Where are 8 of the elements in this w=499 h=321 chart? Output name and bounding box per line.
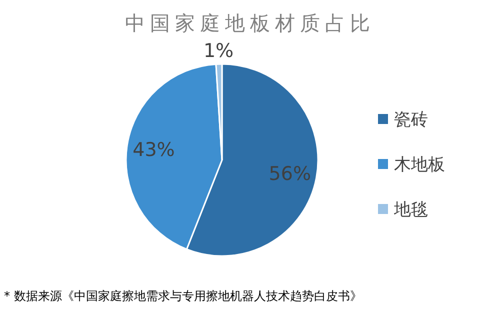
legend-label: 瓷砖 — [394, 110, 428, 130]
text: * 数据来源《中国家庭擦地需求与专用擦地机器人技术趋势白皮书》 — [4, 289, 362, 303]
legend-label: 地毯 — [393, 200, 428, 220]
chart-title: 中国家庭地板材质占比 — [125, 11, 375, 35]
data-label: 56% — [268, 162, 312, 185]
legend-label: 木地板 — [394, 155, 445, 175]
data-label: 43% — [132, 139, 175, 162]
data-label: 1% — [203, 40, 234, 62]
